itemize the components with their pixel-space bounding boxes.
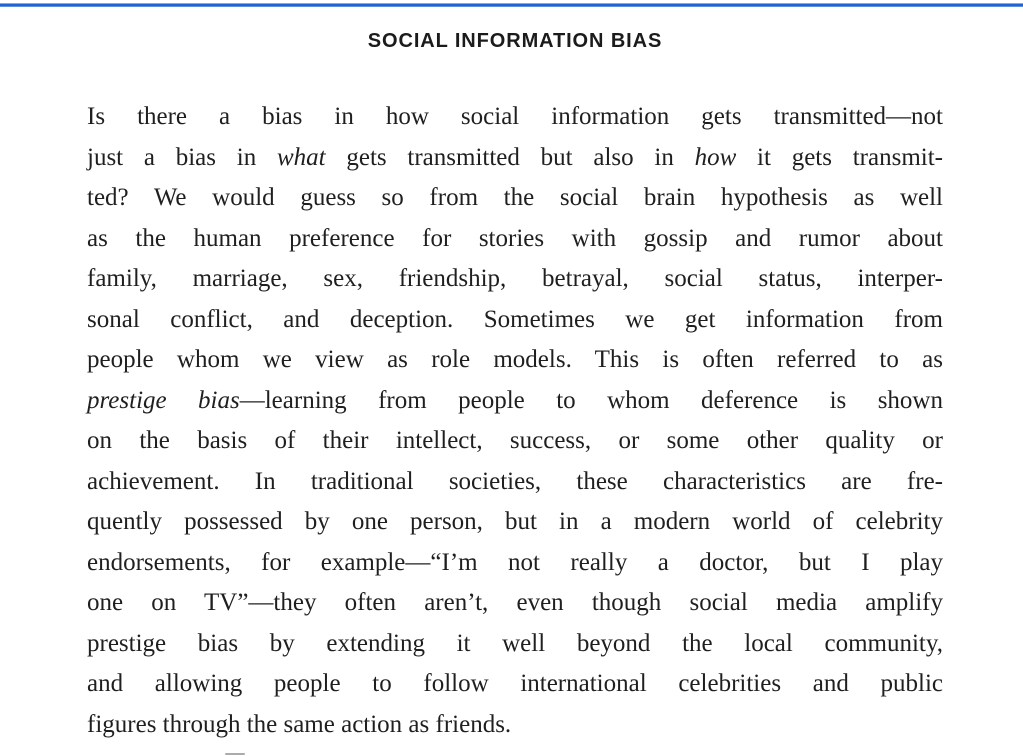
text-segment: sonal conflict, and deception. Sometimes…: [87, 305, 943, 333]
text-line: achievement. In traditional societies, t…: [87, 462, 943, 503]
text-segment: figures through the same action as frien…: [87, 710, 512, 738]
text-segment: it gets transmit-: [736, 143, 943, 171]
text-line: one on TV”—they often aren’t, even thoug…: [87, 583, 943, 624]
clipped-glyph-mark: [225, 753, 245, 755]
text-line: just a bias in what gets transmitted but…: [87, 138, 943, 179]
text-segment: one on TV”—they often aren’t, even thoug…: [87, 589, 943, 616]
text-line: figures through the same action as frien…: [87, 705, 943, 746]
text-segment: gets transmitted but also in: [325, 143, 695, 171]
text-segment: —learning from people to whom deference …: [239, 386, 943, 414]
text-line: on the basis of their intellect, success…: [87, 421, 943, 462]
top-border-line: [0, 3, 1023, 7]
text-line: prestige bias—learning from people to wh…: [87, 381, 943, 422]
text-line: sonal conflict, and deception. Sometimes…: [87, 300, 943, 341]
text-segment: just a bias in: [87, 143, 277, 171]
text-segment: people whom we view as role models. This…: [87, 346, 943, 373]
text-segment: prestige bias by extending it well beyon…: [87, 629, 943, 657]
clipped-next-line: [0, 751, 1023, 756]
paragraph: Is there a bias in how social informatio…: [87, 97, 943, 745]
italic-text-segment: how: [694, 143, 737, 171]
text-segment: endorsements, for example—“I’m not reall…: [87, 548, 943, 576]
text-line: and allowing people to follow internatio…: [87, 664, 943, 705]
text-segment: quently possessed by one person, but in …: [87, 508, 943, 535]
italic-text-segment: prestige bias: [87, 386, 240, 414]
italic-text-segment: what: [276, 143, 326, 171]
text-line: Is there a bias in how social informatio…: [87, 97, 943, 138]
text-line: prestige bias by extending it well beyon…: [87, 624, 943, 665]
text-line: as the human preference for stories with…: [87, 219, 943, 260]
text-line: quently possessed by one person, but in …: [87, 502, 943, 543]
text-segment: on the basis of their intellect, success…: [87, 427, 943, 454]
section-heading: SOCIAL INFORMATION BIAS: [367, 30, 663, 52]
text-segment: Is there a bias in how social informatio…: [87, 103, 943, 130]
text-line: endorsements, for example—“I’m not reall…: [87, 543, 943, 584]
text-segment: and allowing people to follow internatio…: [87, 670, 943, 697]
text-line: people whom we view as role models. This…: [87, 340, 943, 381]
text-segment: ted? We would guess so from the social b…: [87, 184, 943, 211]
text-line: ted? We would guess so from the social b…: [87, 178, 943, 219]
text-segment: family, marriage, sex, friendship, betra…: [87, 265, 943, 292]
text-segment: achievement. In traditional societies, t…: [87, 467, 943, 495]
text-line: family, marriage, sex, friendship, betra…: [87, 259, 943, 300]
text-segment: as the human preference for stories with…: [87, 224, 943, 252]
